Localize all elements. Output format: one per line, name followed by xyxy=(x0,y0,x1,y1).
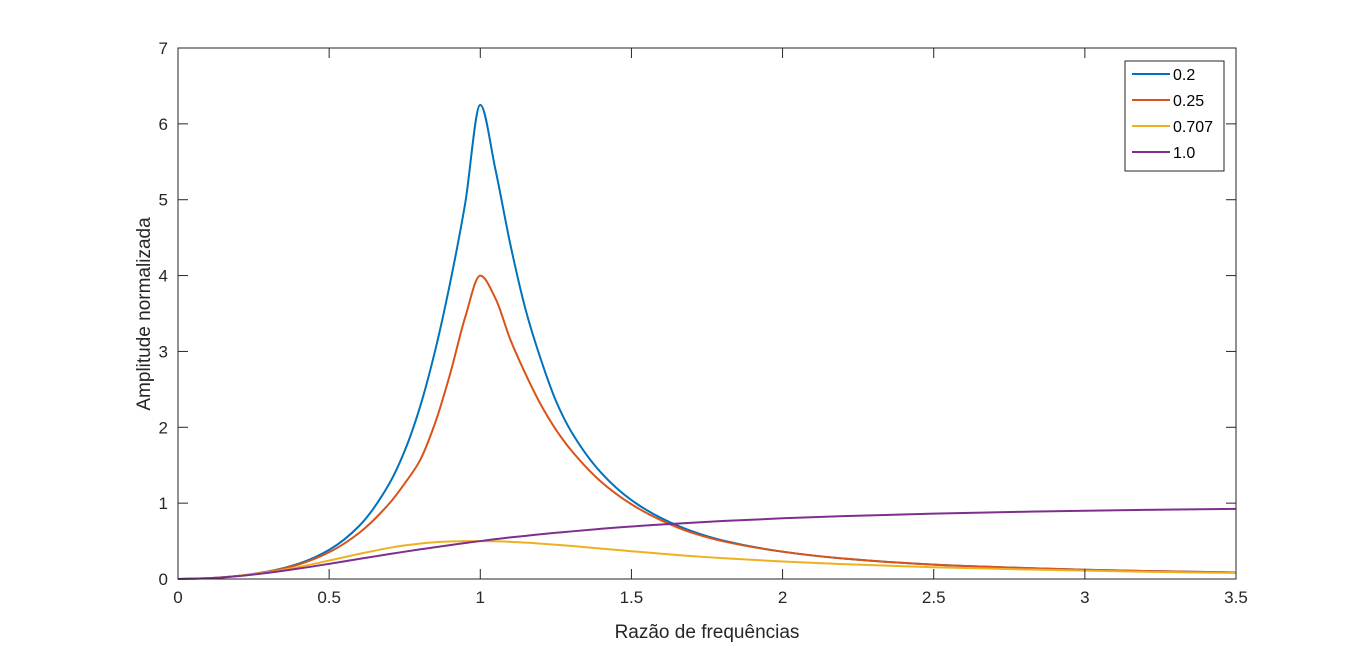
series-line-2 xyxy=(177,274,1237,580)
x-tick-label: 3 xyxy=(1080,588,1089,607)
y-tick-label: 6 xyxy=(159,115,168,134)
x-tick-label: 1 xyxy=(476,588,485,607)
legend-label-1: 0.2 xyxy=(1173,67,1195,84)
x-tick-label: 3.5 xyxy=(1224,588,1248,607)
x-tick-label: 2 xyxy=(778,588,787,607)
x-tick-label: 2.5 xyxy=(922,588,946,607)
y-tick-label: 7 xyxy=(159,39,168,58)
series-line-3 xyxy=(177,540,1237,580)
legend-label-2: 0.25 xyxy=(1173,93,1204,110)
y-tick-label: 0 xyxy=(159,570,168,589)
x-tick-label: 0 xyxy=(173,588,182,607)
x-tick-label: 0.5 xyxy=(317,588,341,607)
y-tick-label: 1 xyxy=(159,494,168,513)
y-axis-label: Amplitude normalizada xyxy=(134,217,155,411)
x-axis-label: Razão de frequências xyxy=(615,622,800,643)
y-tick-label: 3 xyxy=(159,342,168,361)
y-tick-label: 5 xyxy=(159,191,168,210)
y-tick-label: 2 xyxy=(159,418,168,437)
legend: 0.2 0.25 0.707 1.0 xyxy=(1124,60,1225,172)
axes-box xyxy=(177,47,1237,580)
plot-area xyxy=(178,48,1236,579)
series-lines xyxy=(177,103,1237,580)
series-line-4 xyxy=(177,507,1237,580)
y-tick-label: 4 xyxy=(159,267,168,286)
legend-label-3: 0.707 xyxy=(1173,119,1213,136)
legend-label-4: 1.0 xyxy=(1173,145,1195,162)
x-tick-label: 1.5 xyxy=(620,588,644,607)
